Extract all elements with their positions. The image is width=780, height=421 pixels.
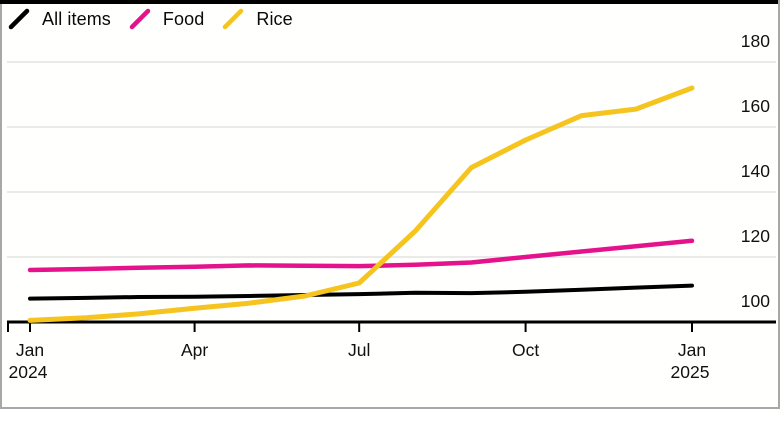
food-line-swatch-icon [129, 8, 151, 30]
x-axis-year-label-2024: 2024 [8, 362, 48, 382]
legend-item-rice: Rice [221, 7, 293, 31]
y-axis-label-140: 140 [740, 161, 770, 181]
y-axis-label-180: 180 [740, 31, 770, 51]
legend-label-food: Food [162, 8, 205, 29]
series-line-rice [27, 85, 695, 323]
x-axis-label-apr-3: Apr [180, 340, 209, 360]
x-axis-label-jul-6: Jul [348, 340, 371, 360]
all-items-line-swatch-icon [8, 8, 30, 30]
y-axis-label-100: 100 [740, 291, 770, 311]
y-axis-label-120: 120 [740, 226, 770, 246]
series-line-food [27, 238, 695, 273]
legend-item-all-items: All items [7, 7, 111, 31]
x-axis-year-label-2025: 2025 [670, 362, 710, 382]
chart-legend: All items Food Rice [7, 6, 293, 32]
series-line-all-items [28, 283, 694, 301]
top-rule-divider [0, 0, 778, 4]
y-axis-label-160: 160 [740, 96, 770, 116]
x-axis-label-jan-0: Jan [15, 340, 45, 360]
legend-label-rice: Rice [256, 8, 293, 29]
rice-line-swatch-icon [223, 8, 244, 30]
x-axis-label-jan-12: Jan [677, 340, 707, 360]
legend-label-all-items: All items [42, 8, 111, 29]
chart-frame [0, 0, 780, 409]
x-axis-label-oct-9: Oct [511, 340, 540, 360]
legend-item-food: Food [128, 7, 204, 31]
